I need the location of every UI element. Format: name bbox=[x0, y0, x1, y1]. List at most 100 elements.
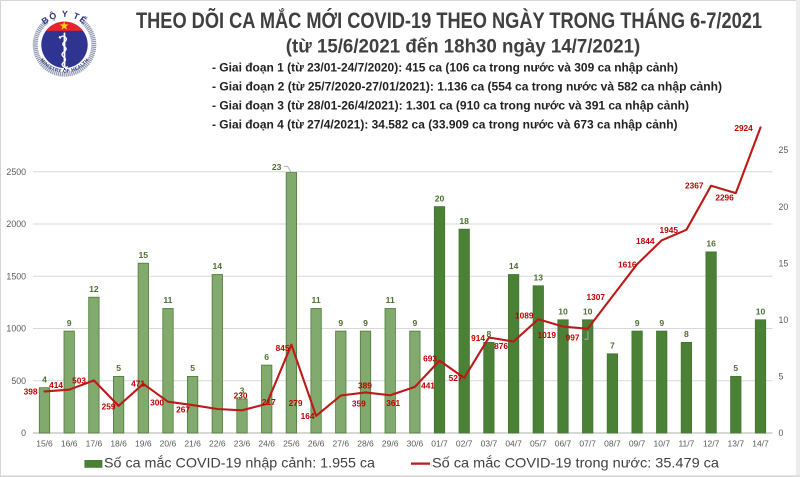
svg-text:0: 0 bbox=[779, 428, 784, 438]
svg-text:11/7: 11/7 bbox=[678, 439, 694, 449]
svg-text:- Giai đoạn 2 (từ 25/7/2020-27: - Giai đoạn 2 (từ 25/7/2020-27/01/2021):… bbox=[212, 79, 722, 93]
svg-text:28/6: 28/6 bbox=[357, 439, 374, 449]
svg-text:11: 11 bbox=[163, 295, 172, 305]
svg-text:- Giai đoạn 1 (từ 23/01-24/7/2: - Giai đoạn 1 (từ 23/01-24/7/2020): 415 … bbox=[212, 60, 678, 74]
svg-text:398: 398 bbox=[24, 387, 38, 397]
svg-text:30/6: 30/6 bbox=[407, 439, 424, 449]
svg-text:217: 217 bbox=[262, 397, 276, 407]
svg-text:23/6: 23/6 bbox=[234, 439, 251, 449]
svg-text:914: 914 bbox=[471, 333, 485, 343]
svg-text:1500: 1500 bbox=[6, 272, 26, 282]
svg-text:845: 845 bbox=[276, 343, 290, 353]
svg-text:527: 527 bbox=[449, 373, 463, 383]
svg-text:25/6: 25/6 bbox=[283, 439, 300, 449]
svg-text:279: 279 bbox=[289, 398, 303, 408]
svg-text:- Giai đoạn 3 (từ 28/01-26/4/2: - Giai đoạn 3 (từ 28/01-26/4/2021): 1.30… bbox=[212, 98, 689, 112]
svg-text:10/7: 10/7 bbox=[654, 439, 671, 449]
svg-text:2500: 2500 bbox=[6, 167, 26, 177]
svg-text:20: 20 bbox=[779, 202, 789, 212]
svg-text:9: 9 bbox=[659, 318, 664, 328]
svg-text:164: 164 bbox=[301, 411, 315, 421]
svg-text:6: 6 bbox=[264, 352, 269, 362]
svg-text:04/7: 04/7 bbox=[505, 439, 522, 449]
svg-text:5: 5 bbox=[116, 363, 121, 373]
svg-text:0: 0 bbox=[21, 428, 26, 438]
svg-text:9: 9 bbox=[67, 318, 72, 328]
svg-text:9: 9 bbox=[635, 318, 640, 328]
svg-text:9: 9 bbox=[338, 318, 343, 328]
svg-text:02/7: 02/7 bbox=[456, 439, 473, 449]
svg-text:14: 14 bbox=[213, 261, 223, 271]
svg-text:16/6: 16/6 bbox=[61, 439, 78, 449]
svg-text:- Giai đoạn 4 (từ 27/4/2021):: - Giai đoạn 4 (từ 27/4/2021): 34.582 ca … bbox=[212, 117, 678, 131]
svg-text:08/7: 08/7 bbox=[604, 439, 621, 449]
svg-text:11: 11 bbox=[312, 295, 321, 305]
svg-text:THEO DÕI CA MẮC MỚI COVID-19 T: THEO DÕI CA MẮC MỚI COVID-19 THEO NGÀY T… bbox=[136, 8, 762, 33]
svg-text:15: 15 bbox=[779, 258, 789, 268]
svg-text:05/7: 05/7 bbox=[530, 439, 547, 449]
svg-text:1844: 1844 bbox=[636, 236, 655, 246]
svg-text:22/6: 22/6 bbox=[209, 439, 226, 449]
svg-text:Số ca mắc COVID-19 nhập cảnh:: Số ca mắc COVID-19 nhập cảnh: 1.955 ca bbox=[104, 454, 375, 470]
svg-text:259: 259 bbox=[102, 401, 116, 411]
svg-text:359: 359 bbox=[352, 398, 366, 408]
svg-text:8: 8 bbox=[684, 329, 689, 339]
svg-text:15/6: 15/6 bbox=[36, 439, 53, 449]
svg-text:2367: 2367 bbox=[685, 181, 704, 191]
svg-text:997: 997 bbox=[566, 332, 580, 342]
svg-text:25: 25 bbox=[779, 145, 789, 155]
svg-text:09/7: 09/7 bbox=[629, 439, 646, 449]
svg-text:24/6: 24/6 bbox=[258, 439, 275, 449]
svg-text:26/6: 26/6 bbox=[308, 439, 325, 449]
svg-text:12: 12 bbox=[89, 284, 99, 294]
svg-text:5: 5 bbox=[733, 363, 738, 373]
svg-text:7: 7 bbox=[610, 341, 615, 351]
svg-text:14/7: 14/7 bbox=[752, 439, 769, 449]
svg-text:11: 11 bbox=[386, 295, 395, 305]
svg-text:07/7: 07/7 bbox=[579, 439, 596, 449]
svg-text:01/7: 01/7 bbox=[431, 439, 448, 449]
svg-text:3: 3 bbox=[240, 386, 245, 396]
svg-text:2000: 2000 bbox=[6, 219, 26, 229]
svg-text:2296: 2296 bbox=[715, 193, 734, 203]
svg-text:Số ca mắc COVID-19 trong nước:: Số ca mắc COVID-19 trong nước: 35.479 ca bbox=[432, 454, 719, 470]
svg-text:300: 300 bbox=[150, 397, 164, 407]
svg-text:1307: 1307 bbox=[587, 292, 606, 302]
svg-text:414: 414 bbox=[49, 380, 63, 390]
svg-text:15: 15 bbox=[139, 250, 149, 260]
svg-text:20/6: 20/6 bbox=[160, 439, 177, 449]
svg-text:2924: 2924 bbox=[734, 123, 753, 133]
svg-text:9: 9 bbox=[413, 318, 418, 328]
svg-text:1019: 1019 bbox=[538, 330, 557, 340]
svg-text:12/7: 12/7 bbox=[703, 439, 720, 449]
svg-text:693: 693 bbox=[423, 354, 437, 364]
svg-text:13/7: 13/7 bbox=[728, 439, 745, 449]
svg-text:1945: 1945 bbox=[660, 225, 679, 235]
svg-text:20: 20 bbox=[435, 193, 445, 203]
svg-text:5: 5 bbox=[190, 363, 195, 373]
svg-text:5: 5 bbox=[779, 372, 784, 382]
svg-text:(từ 15/6/2021 đến 18h30 ngày 1: (từ 15/6/2021 đến 18h30 ngày 14/7/2021) bbox=[286, 36, 641, 58]
svg-text:503: 503 bbox=[72, 375, 86, 385]
svg-text:361: 361 bbox=[386, 398, 400, 408]
svg-text:389: 389 bbox=[358, 381, 372, 391]
svg-text:8: 8 bbox=[487, 329, 492, 339]
svg-text:1616: 1616 bbox=[618, 260, 637, 270]
svg-text:441: 441 bbox=[421, 380, 435, 390]
svg-text:230: 230 bbox=[234, 391, 248, 401]
svg-text:21/6: 21/6 bbox=[184, 439, 201, 449]
svg-text:267: 267 bbox=[176, 405, 190, 415]
svg-text:876: 876 bbox=[494, 341, 508, 351]
svg-text:29/6: 29/6 bbox=[382, 439, 399, 449]
svg-text:9: 9 bbox=[363, 318, 368, 328]
svg-text:23: 23 bbox=[272, 162, 282, 172]
svg-text:4: 4 bbox=[42, 374, 47, 384]
svg-text:10: 10 bbox=[583, 307, 593, 317]
svg-text:16: 16 bbox=[706, 239, 716, 249]
svg-text:18/6: 18/6 bbox=[110, 439, 127, 449]
svg-text:10: 10 bbox=[756, 307, 766, 317]
svg-text:19/6: 19/6 bbox=[135, 439, 152, 449]
svg-text:1000: 1000 bbox=[6, 324, 26, 334]
svg-text:18: 18 bbox=[459, 216, 469, 226]
svg-text:06/7: 06/7 bbox=[555, 439, 572, 449]
